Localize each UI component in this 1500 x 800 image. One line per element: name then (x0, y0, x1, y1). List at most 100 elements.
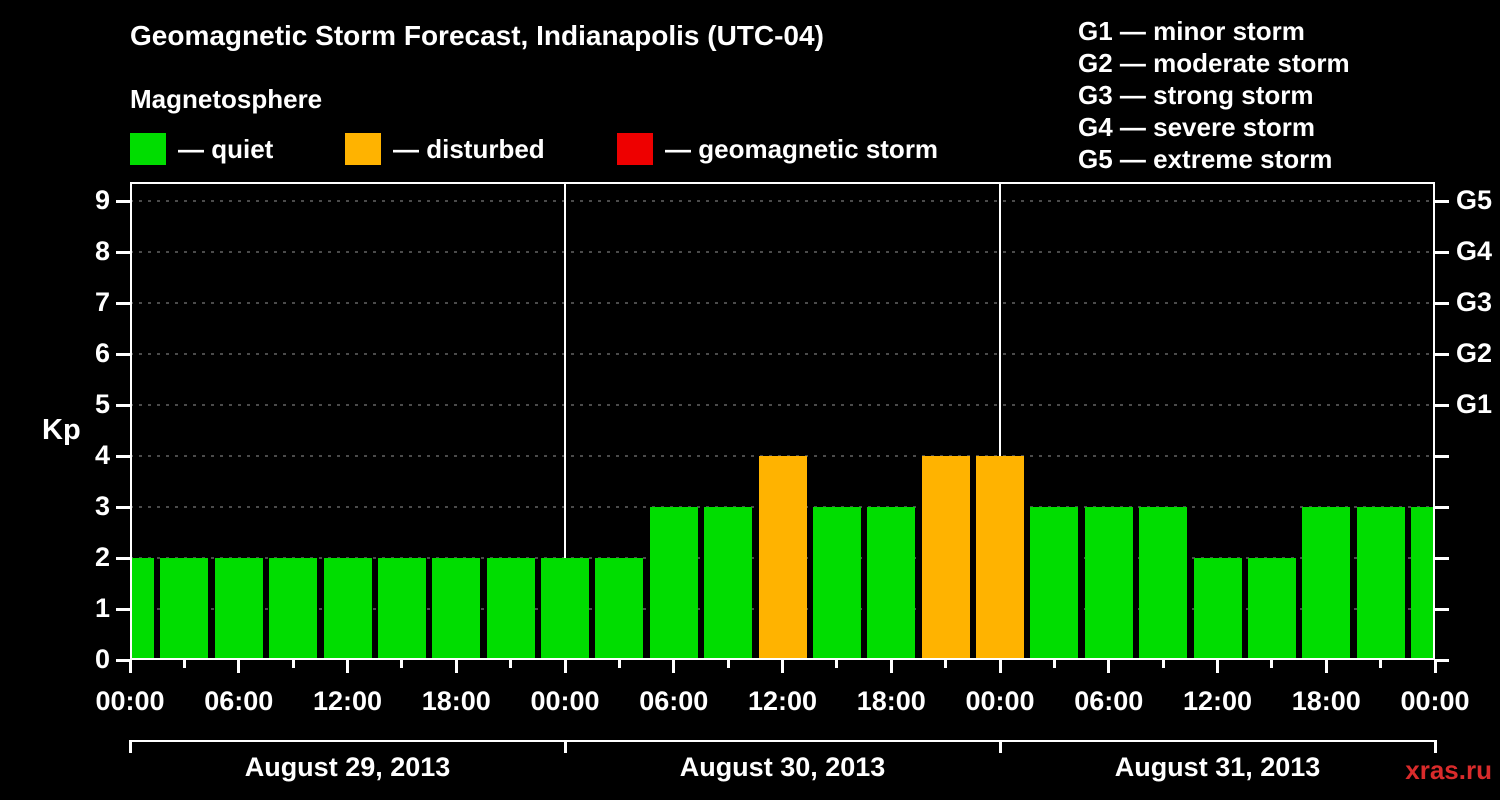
x-axis-tick (1107, 660, 1111, 673)
kp-bar (704, 507, 753, 658)
x-axis-tick (835, 660, 839, 668)
kp-axis-label: Kp (42, 414, 81, 446)
kp-bar (269, 558, 318, 658)
right-axis-tick (1435, 557, 1449, 560)
g-scale-item: G5 — extreme storm (1078, 144, 1333, 174)
kp-bar (130, 558, 154, 658)
x-axis-label: 06:00 (204, 686, 274, 716)
kp-bar (1084, 507, 1133, 658)
g-scale-item: G4 — severe storm (1078, 112, 1316, 142)
kp-bar (812, 507, 861, 658)
x-axis-tick (617, 660, 621, 668)
y-axis-label: 7 (94, 287, 110, 317)
date-axis-tick (563, 740, 567, 753)
x-axis-tick (672, 660, 676, 673)
gridline (130, 404, 1435, 406)
x-axis-tick (400, 660, 404, 668)
g-axis-label: G1 (1456, 389, 1493, 419)
x-axis-tick (563, 660, 567, 673)
gridline (130, 302, 1435, 304)
kp-bar (1193, 558, 1242, 658)
y-axis-tick (116, 251, 130, 254)
y-axis-label: 9 (94, 185, 110, 215)
y-axis-label: 8 (94, 236, 110, 266)
chart-title: Geomagnetic Storm Forecast, Indianapolis… (130, 20, 824, 51)
kp-bar (541, 558, 589, 658)
kp-bar (1356, 507, 1405, 658)
y-axis-tick (116, 200, 130, 203)
right-axis-tick (1435, 659, 1449, 662)
legend-swatch-storm-icon (617, 133, 653, 165)
x-axis-tick (237, 660, 241, 673)
y-axis-tick (116, 353, 130, 356)
x-axis-label: 12:00 (312, 686, 383, 716)
date-axis-line (130, 740, 1435, 742)
kp-bar (160, 558, 209, 658)
legend-label-storm: — geomagnetic storm (665, 133, 939, 164)
kp-bar (921, 456, 970, 658)
date-axis-tick (128, 740, 132, 753)
x-axis-tick (454, 660, 458, 673)
date-label: August 30, 2013 (679, 752, 886, 782)
g-axis-label: G5 (1456, 185, 1493, 215)
legend-label-quiet: — quiet (178, 133, 274, 164)
x-axis-label: 18:00 (421, 686, 491, 716)
y-axis-label: 0 (94, 644, 110, 674)
gridline (130, 200, 1435, 202)
x-axis-tick (1052, 660, 1056, 668)
y-axis-tick (116, 302, 130, 305)
kp-bar (486, 558, 535, 658)
x-axis-tick (998, 660, 1002, 673)
y-axis-tick (116, 404, 130, 407)
kp-bar (1247, 558, 1296, 658)
x-axis-tick (1161, 660, 1165, 668)
kp-bar (649, 507, 698, 658)
kp-bar (867, 507, 916, 658)
legend-swatch-quiet-icon (130, 133, 166, 165)
right-axis-tick (1435, 404, 1449, 407)
y-axis-tick (116, 506, 130, 509)
right-axis-tick (1435, 251, 1449, 254)
kp-bar (1030, 507, 1079, 658)
date-label: August 29, 2013 (244, 752, 451, 782)
y-axis-tick (116, 659, 130, 662)
y-axis-label: 4 (94, 440, 110, 470)
date-axis-tick (998, 740, 1002, 753)
gridline (130, 353, 1435, 355)
right-axis-tick (1435, 608, 1449, 611)
kp-bar (377, 558, 426, 658)
right-axis-tick (1435, 302, 1449, 305)
x-axis-label: 18:00 (856, 686, 926, 716)
xras-watermark: xras.ru (1405, 755, 1492, 785)
legend-swatch-disturbed-icon (345, 133, 381, 165)
g-axis-label: G2 (1456, 338, 1493, 368)
kp-bar (595, 558, 644, 658)
x-axis-tick (1379, 660, 1383, 668)
right-axis-tick (1435, 455, 1449, 458)
gridline (130, 251, 1435, 253)
y-axis-label: 6 (94, 338, 110, 368)
right-axis-tick (1435, 353, 1449, 356)
g-axis-label: G3 (1456, 287, 1493, 317)
x-axis-tick (128, 660, 132, 673)
x-axis-tick (944, 660, 948, 668)
x-axis-tick (1324, 660, 1328, 673)
x-axis-label: 18:00 (1291, 686, 1361, 716)
x-axis-tick (1433, 660, 1437, 673)
y-axis-tick (116, 608, 130, 611)
day-boundary-line (564, 182, 566, 660)
g-scale-item: G3 — strong storm (1078, 80, 1314, 110)
y-axis-label: 3 (94, 491, 110, 521)
kp-bar (323, 558, 372, 658)
x-axis-tick (889, 660, 893, 673)
date-label: August 31, 2013 (1114, 752, 1321, 782)
x-axis-tick (182, 660, 186, 668)
kp-bar (214, 558, 263, 658)
y-axis-label: 2 (94, 542, 110, 572)
x-axis-tick (781, 660, 784, 673)
kp-bar (976, 456, 1024, 658)
y-axis-tick (116, 455, 130, 458)
legend-item-quiet: — quiet (130, 133, 273, 165)
kp-bar (1302, 507, 1351, 658)
